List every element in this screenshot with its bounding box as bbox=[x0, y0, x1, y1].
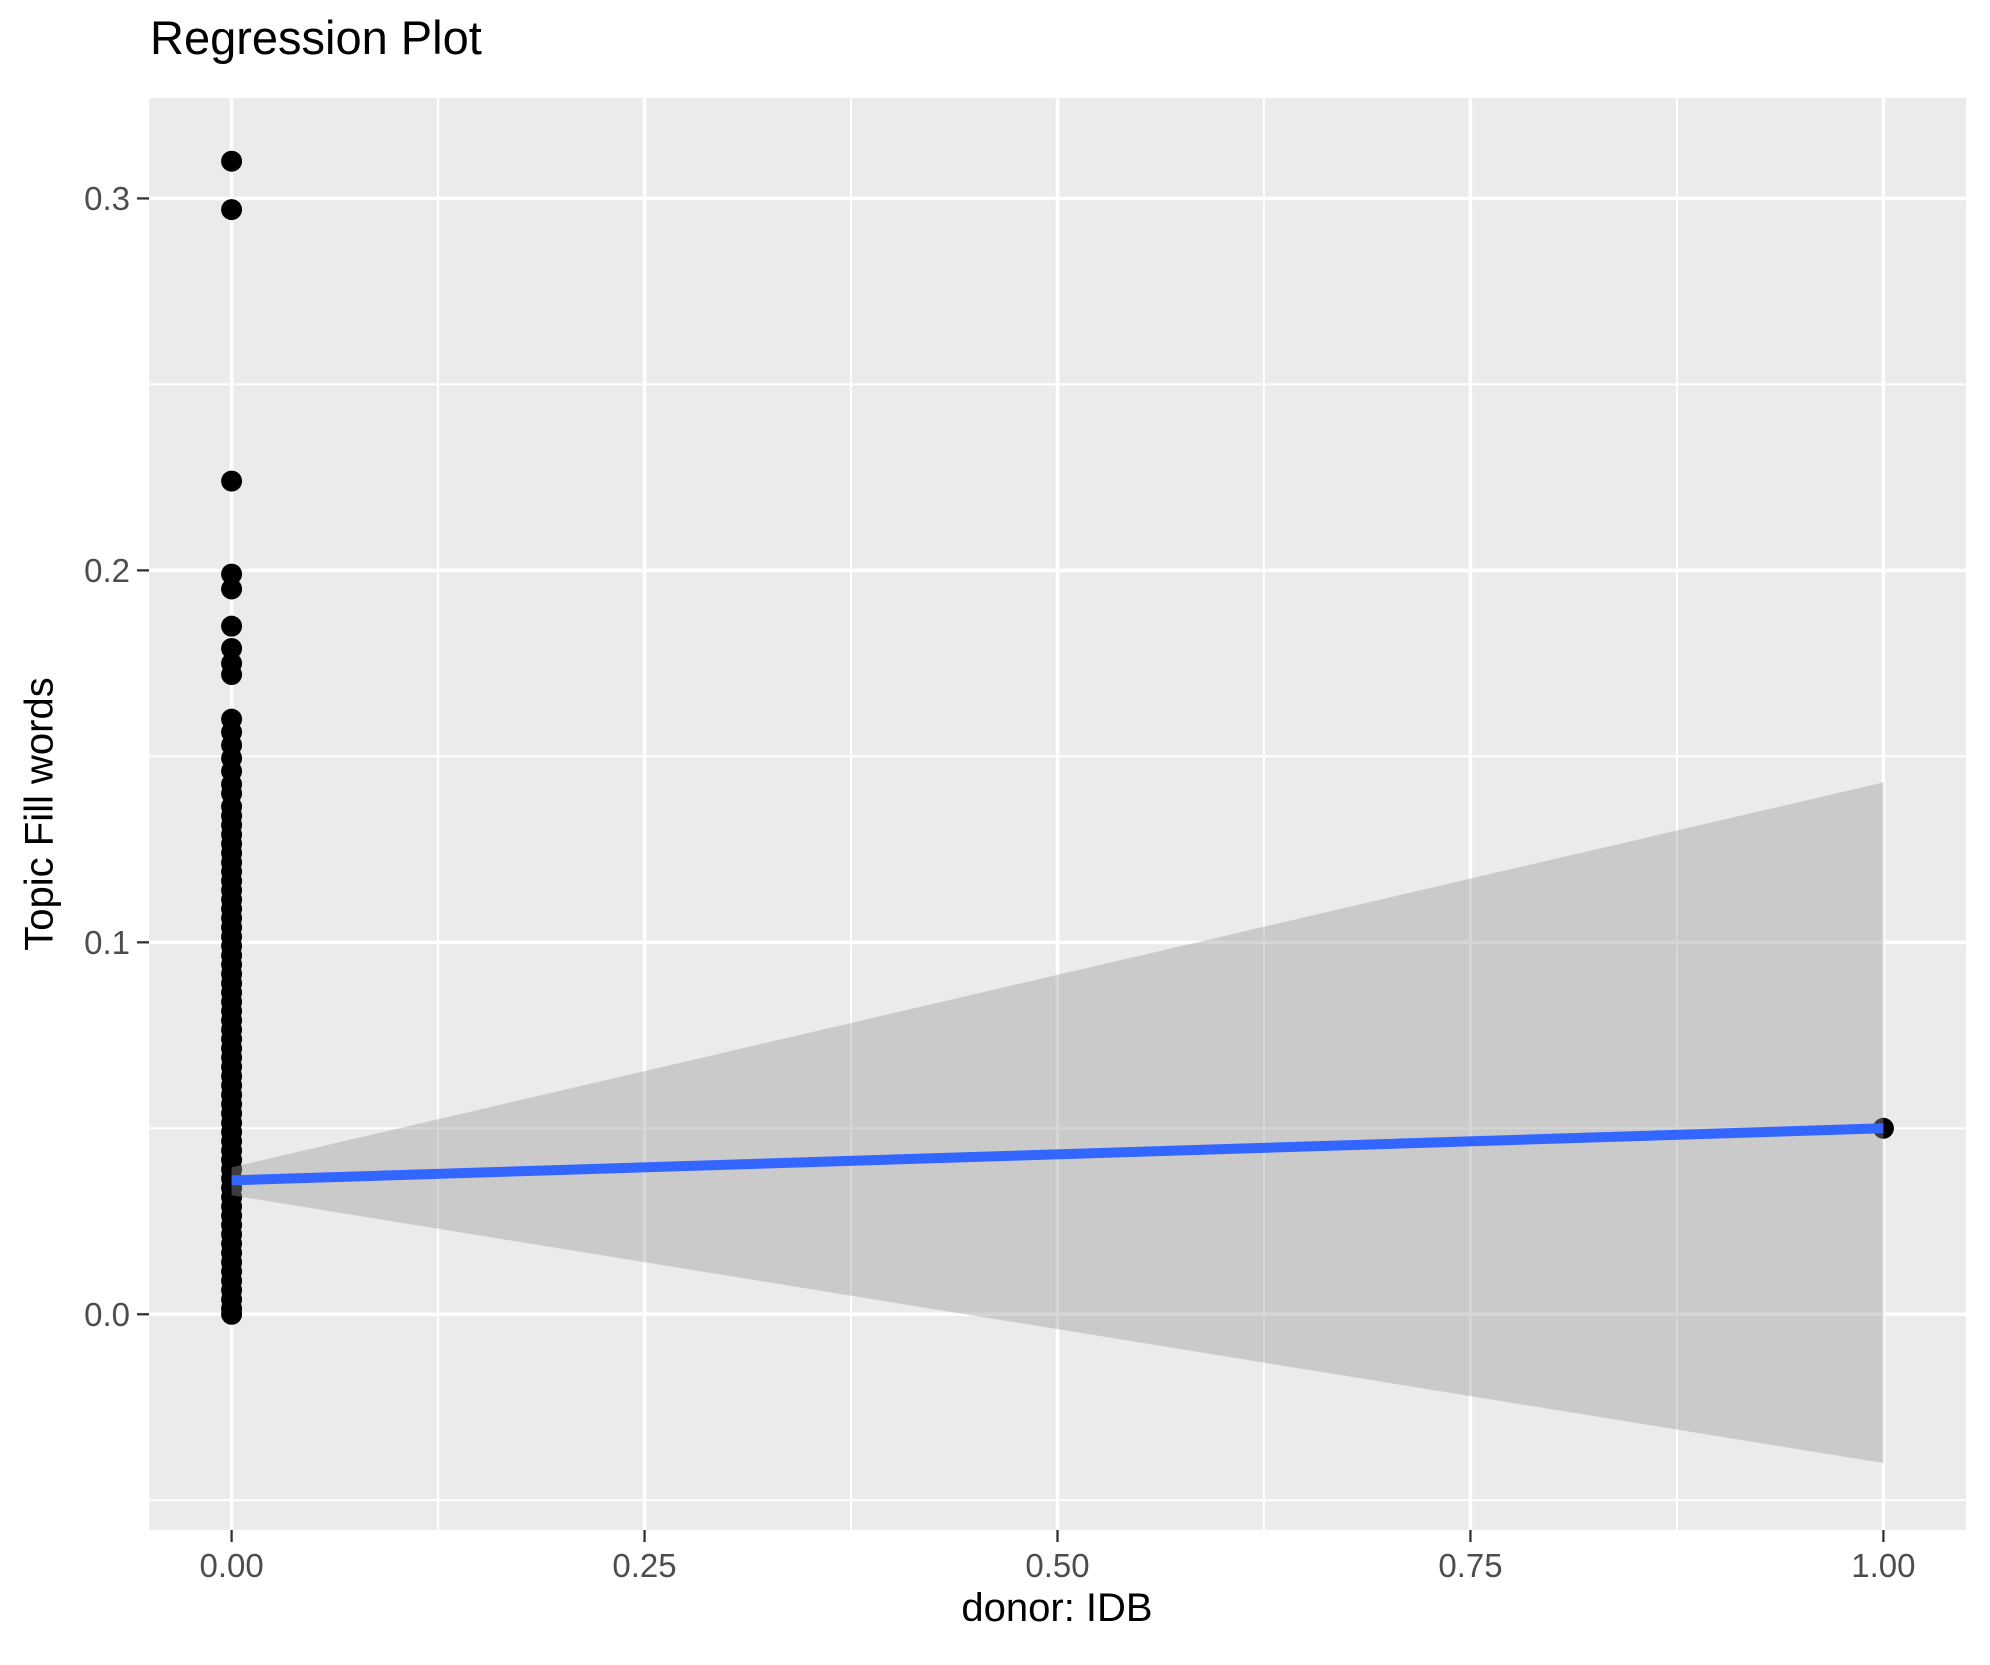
axis-tick-marks bbox=[137, 197, 1885, 1542]
x-tick-label: 1.00 bbox=[1851, 1547, 1916, 1584]
y-tick-label: 0.3 bbox=[84, 180, 130, 218]
confidence-band bbox=[231, 782, 1884, 1464]
y-axis-title: Topic Fill words bbox=[17, 677, 62, 951]
data-point bbox=[221, 199, 243, 221]
y-tick-label: 0.0 bbox=[84, 1296, 130, 1334]
x-tick-label: 0.50 bbox=[1025, 1547, 1090, 1584]
scatter-points bbox=[221, 150, 1894, 1325]
x-axis-title: donor: IDB bbox=[961, 1586, 1153, 1630]
y-tick-label: 0.1 bbox=[84, 924, 130, 962]
data-point bbox=[221, 1303, 243, 1325]
regression-line bbox=[231, 1123, 1884, 1186]
data-point bbox=[221, 578, 243, 600]
major-gridlines bbox=[149, 98, 1966, 1530]
data-point bbox=[221, 664, 243, 686]
data-point bbox=[221, 563, 243, 585]
x-tick-label: 0.25 bbox=[612, 1547, 677, 1584]
x-tick-label: 0.00 bbox=[199, 1547, 264, 1584]
data-point bbox=[221, 470, 243, 492]
x-tick-label: 0.75 bbox=[1438, 1547, 1503, 1584]
data-point bbox=[221, 637, 243, 659]
data-point bbox=[221, 150, 243, 172]
data-point bbox=[221, 615, 243, 637]
plot-title: Regression Plot bbox=[150, 11, 482, 64]
y-tick-label: 0.2 bbox=[84, 552, 130, 590]
